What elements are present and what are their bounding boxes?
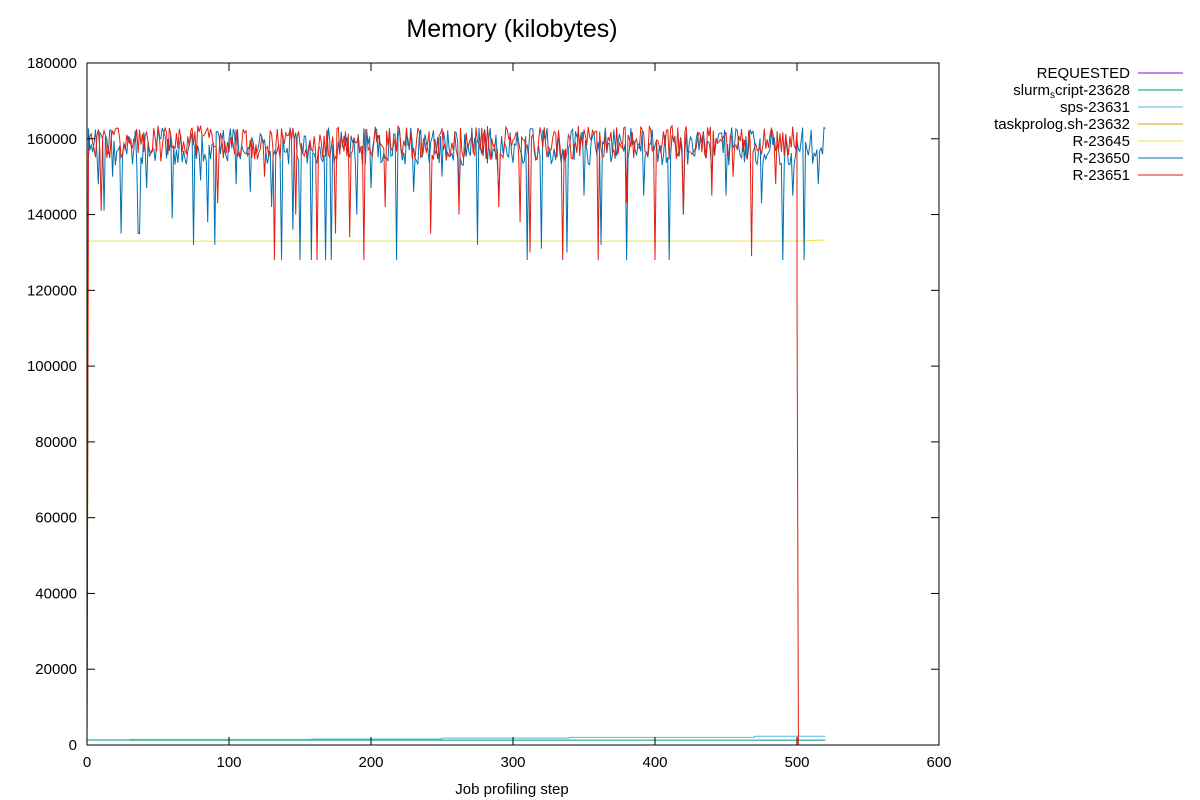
legend-label: R-23650 bbox=[1072, 150, 1130, 167]
legend: REQUESTEDslurmscript-23628sps-23631taskp… bbox=[994, 65, 1183, 184]
y-tick-label: 40000 bbox=[35, 585, 77, 602]
legend-label: sps-23631 bbox=[1060, 99, 1130, 116]
series-line-r-23645 bbox=[86, 239, 826, 746]
x-tick-label: 400 bbox=[642, 754, 667, 771]
legend-label: taskprolog.sh-23632 bbox=[994, 116, 1130, 133]
legend-label-part: cript-23628 bbox=[1055, 82, 1130, 99]
x-tick-label: 0 bbox=[83, 754, 91, 771]
series-line-sps-23631 bbox=[87, 735, 826, 741]
x-tick-label: 600 bbox=[926, 754, 951, 771]
y-tick-label: 60000 bbox=[35, 510, 77, 527]
x-tick-label: 500 bbox=[784, 754, 809, 771]
y-tick-label: 180000 bbox=[27, 55, 77, 72]
legend-label-subscript: s bbox=[1050, 90, 1055, 101]
legend-label: slurmscript-23628 bbox=[1013, 82, 1130, 101]
y-tick-label: 160000 bbox=[27, 131, 77, 148]
x-axis: 0 100 200 300 400 500 600 bbox=[83, 63, 952, 771]
series-line-r-23650 bbox=[86, 126, 826, 746]
chart-title: Memory (kilobytes) bbox=[406, 15, 617, 43]
plot-frame bbox=[86, 62, 940, 746]
x-tick-label: 300 bbox=[500, 754, 525, 771]
y-tick-label: 80000 bbox=[35, 434, 77, 451]
legend-label: R-23645 bbox=[1072, 133, 1130, 150]
x-tick-label: 200 bbox=[358, 754, 383, 771]
y-tick-label: 20000 bbox=[35, 661, 77, 678]
y-axis: 0 20000 40000 60000 80000 100000 120000 140000 1… bbox=[27, 55, 939, 754]
legend-label-part: slurm bbox=[1013, 82, 1050, 99]
y-tick-label: 120000 bbox=[27, 282, 77, 299]
y-tick-label: 140000 bbox=[27, 207, 77, 224]
y-tick-label: 100000 bbox=[27, 358, 77, 375]
legend-label: REQUESTED bbox=[1037, 65, 1131, 82]
y-tick-label: 0 bbox=[69, 737, 77, 754]
x-axis-label: Job profiling step bbox=[455, 781, 568, 798]
x-tick-label: 100 bbox=[216, 754, 241, 771]
legend-label: R-23651 bbox=[1072, 167, 1130, 184]
series-line-r-23651 bbox=[86, 124, 799, 746]
series-layer bbox=[86, 124, 826, 746]
